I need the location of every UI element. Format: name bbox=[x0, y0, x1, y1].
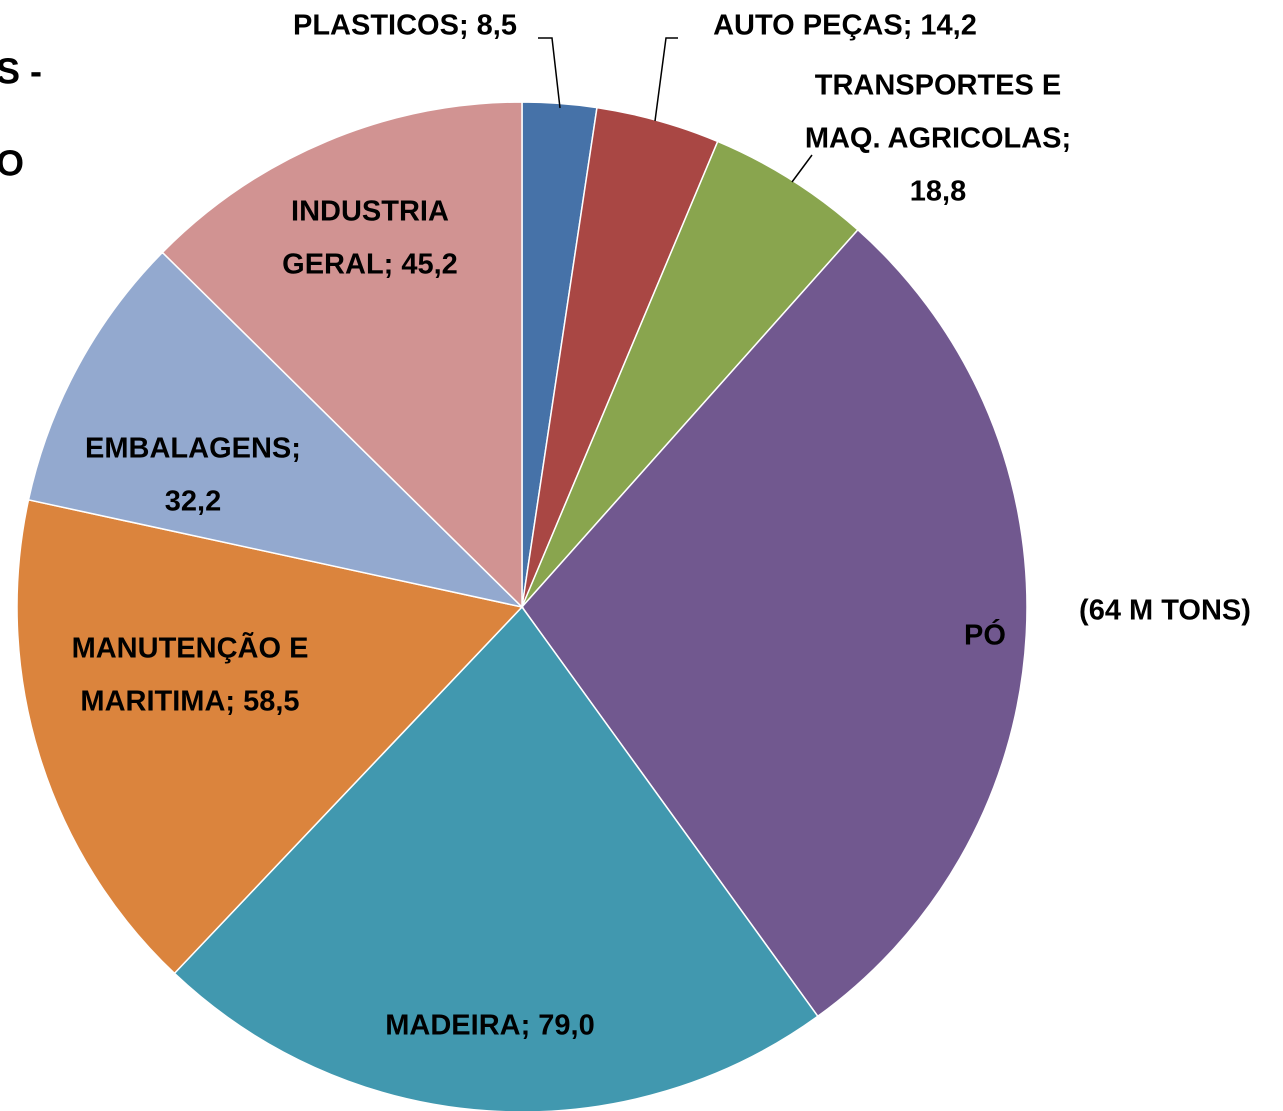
slice-label: PLASTICOS; 8,5 bbox=[293, 10, 517, 42]
slice-label: 18,8 bbox=[910, 176, 966, 208]
annotation: (64 M TONS) bbox=[1079, 595, 1251, 627]
slice-label: MANUTENÇÃO E bbox=[72, 631, 309, 665]
slice-label: PÓ bbox=[964, 618, 1006, 652]
slice-label: MAQ. AGRICOLAS; bbox=[805, 123, 1071, 155]
slice-label: INDUSTRIA bbox=[291, 196, 449, 228]
leader-line bbox=[538, 37, 561, 109]
leader-line bbox=[654, 37, 678, 122]
leader-line bbox=[791, 154, 813, 183]
slice-label: EMBALAGENS; bbox=[85, 433, 301, 465]
pie-slice bbox=[521, 228, 1028, 1018]
slice-label: AUTO PEÇAS; 14,2 bbox=[713, 10, 977, 42]
slice-label: MADEIRA; 79,0 bbox=[385, 1010, 595, 1042]
pie-slice bbox=[521, 140, 859, 608]
slice-label: 32,2 bbox=[165, 486, 221, 518]
slice-label: GERAL; 45,2 bbox=[282, 249, 458, 281]
title-line: S - bbox=[0, 51, 42, 92]
leader-lines bbox=[538, 37, 813, 183]
slice-label: TRANSPORTES E bbox=[815, 70, 1062, 102]
title-line: O bbox=[0, 143, 24, 184]
pie-slice bbox=[161, 101, 523, 609]
pie-slice bbox=[27, 251, 525, 609]
pie-slice bbox=[16, 498, 524, 975]
slice-label: MARITIMA; 58,5 bbox=[80, 686, 299, 718]
